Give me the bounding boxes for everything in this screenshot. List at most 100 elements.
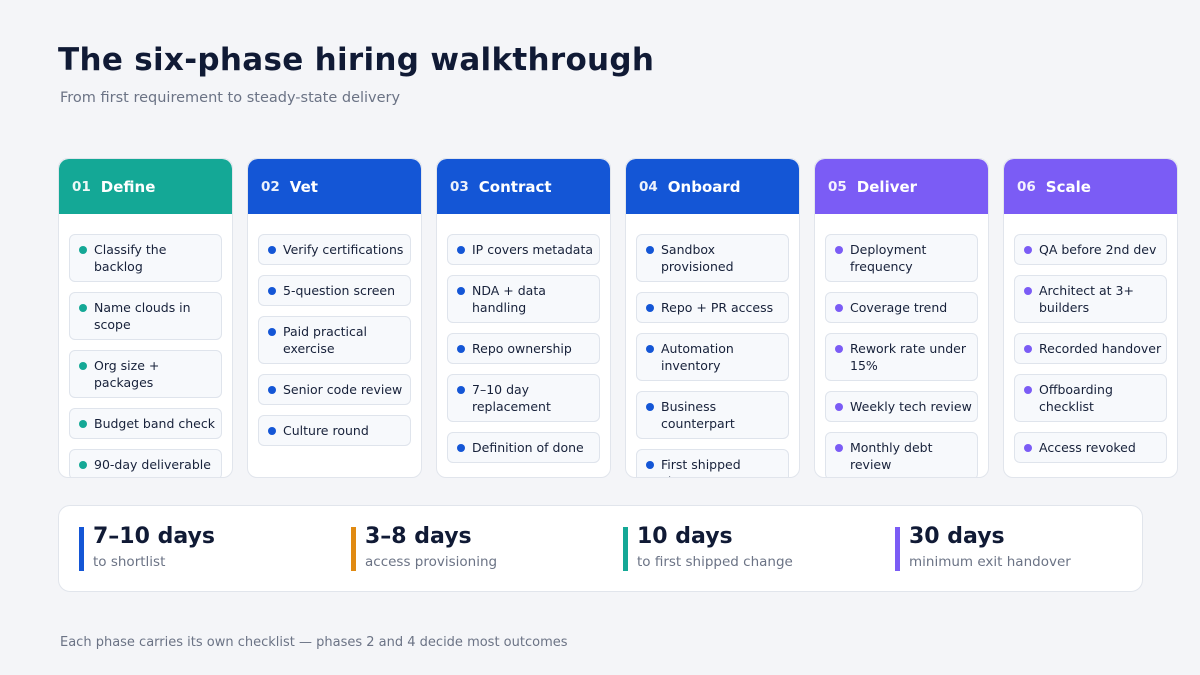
phase-card-scale: 06 Scale QA before 2nd dev Architect at 3+ … <box>1003 158 1178 478</box>
phase-checklist: Classify the backlog Name clouds in scope… <box>59 214 232 477</box>
bullet-dot-icon <box>457 287 465 295</box>
bullet-dot-icon <box>79 461 87 469</box>
checklist-item: 5-question screen <box>258 275 411 306</box>
checklist-item-label: 7–10 day replacement <box>472 382 551 414</box>
checklist-item-label: Budget band check <box>94 416 215 431</box>
phase-card-contract: 03 Contract IP covers metadata NDA + data h… <box>436 158 611 478</box>
checklist-item: QA before 2nd dev <box>1014 234 1167 265</box>
checklist-item: Access revoked <box>1014 432 1167 463</box>
phase-number: 06 <box>1017 178 1036 195</box>
phase-header: 04 Onboard <box>626 159 799 214</box>
phase-checklist: Deployment frequency Coverage trend Rework… <box>815 214 988 477</box>
checklist-item: Offboarding checklist <box>1014 374 1167 422</box>
checklist-item-label: Recorded handover <box>1039 341 1162 356</box>
bullet-dot-icon <box>457 246 465 254</box>
checklist-item: Repo ownership <box>447 333 600 364</box>
bullet-dot-icon <box>268 287 276 295</box>
phase-number: 01 <box>72 178 91 195</box>
checklist-item-label: Paid practical exercise <box>283 324 368 356</box>
bullet-dot-icon <box>1024 246 1032 254</box>
stat-label: to shortlist <box>93 554 166 570</box>
checklist-item: Automation inventory <box>636 333 789 381</box>
checklist-item: Monthly debt review <box>825 432 978 477</box>
checklist-item-label: First shipped change <box>661 457 741 477</box>
footer-note: Each phase carries its own checklist — p… <box>60 635 568 650</box>
bullet-dot-icon <box>835 403 843 411</box>
phase-name: Vet <box>289 177 318 196</box>
checklist-item: Coverage trend <box>825 292 978 323</box>
checklist-item-label: Senior code review <box>283 382 403 397</box>
checklist-item: Business counterpart <box>636 391 789 439</box>
checklist-item-label: Sandbox provisioned <box>661 242 734 274</box>
bullet-dot-icon <box>646 345 654 353</box>
checklist-item-label: Automation inventory <box>661 341 734 373</box>
phase-checklist: IP covers metadata NDA + data handling Rep… <box>437 214 610 463</box>
checklist-item-label: QA before 2nd dev <box>1039 242 1157 257</box>
checklist-item: Paid practical exercise <box>258 316 411 364</box>
phase-header: 02 Vet <box>248 159 421 214</box>
checklist-item-label: Rework rate under 15% <box>850 341 967 373</box>
checklist-item-label: Name clouds in scope <box>94 300 191 332</box>
bullet-dot-icon <box>1024 386 1032 394</box>
bullet-dot-icon <box>79 246 87 254</box>
phase-card-deliver: 05 Deliver Deployment frequency Coverage tr… <box>814 158 989 478</box>
checklist-item-label: Business counterpart <box>661 399 735 431</box>
bullet-dot-icon <box>268 427 276 435</box>
phase-number: 03 <box>450 178 469 195</box>
checklist-item-label: Repo ownership <box>472 341 572 356</box>
checklist-item: Deployment frequency <box>825 234 978 282</box>
checklist-item-label: Verify certifications <box>283 242 404 257</box>
checklist-item: 7–10 day replacement <box>447 374 600 422</box>
stat-label: minimum exit handover <box>909 554 1071 570</box>
checklist-item: Weekly tech review <box>825 391 978 422</box>
checklist-item-label: Offboarding checklist <box>1039 382 1113 414</box>
bullet-dot-icon <box>268 246 276 254</box>
bullet-dot-icon <box>835 444 843 452</box>
stat-value: 7–10 days <box>93 524 215 549</box>
phase-card-vet: 02 Vet Verify certifications 5-question scr… <box>247 158 422 478</box>
checklist-item-label: IP covers metadata <box>472 242 594 257</box>
bullet-dot-icon <box>835 345 843 353</box>
bullet-dot-icon <box>79 304 87 312</box>
checklist-item-label: Culture round <box>283 423 369 438</box>
bullet-dot-icon <box>79 362 87 370</box>
checklist-item: Repo + PR access <box>636 292 789 323</box>
checklist-item-label: Monthly debt review <box>850 440 933 472</box>
bullet-dot-icon <box>1024 287 1032 295</box>
stat-value: 3–8 days <box>365 524 472 549</box>
stat-value: 10 days <box>637 524 733 549</box>
phase-name: Onboard <box>667 177 741 196</box>
page-subtitle: From first requirement to steady-state d… <box>60 90 401 106</box>
phase-number: 04 <box>639 178 658 195</box>
stat-label: access provisioning <box>365 554 498 570</box>
checklist-item: Verify certifications <box>258 234 411 265</box>
checklist-item-label: Weekly tech review <box>850 399 972 414</box>
phase-name: Deliver <box>856 177 918 196</box>
bullet-dot-icon <box>457 444 465 452</box>
stat-item: 30 days minimum exit handover <box>895 525 1071 571</box>
checklist-item: Name clouds in scope <box>69 292 222 340</box>
phase-columns: 01 Define Classify the backlog Name clouds … <box>58 158 1178 478</box>
stat-label: to first shipped change <box>637 554 793 570</box>
phase-name: Scale <box>1045 177 1091 196</box>
phase-checklist: Sandbox provisioned Repo + PR access Autom… <box>626 214 799 477</box>
checklist-item-label: Repo + PR access <box>661 300 774 315</box>
page-title: The six-phase hiring walkthrough <box>58 42 655 78</box>
phase-header: 03 Contract <box>437 159 610 214</box>
phase-card-onboard: 04 Onboard Sandbox provisioned Repo + PR ac… <box>625 158 800 478</box>
bullet-dot-icon <box>646 461 654 469</box>
phase-number: 02 <box>261 178 280 195</box>
bullet-dot-icon <box>1024 444 1032 452</box>
checklist-item: Classify the backlog <box>69 234 222 282</box>
stats-panel: 7–10 days to shortlist 3–8 days access prov… <box>58 505 1143 592</box>
bullet-dot-icon <box>1024 345 1032 353</box>
checklist-item: NDA + data handling <box>447 275 600 323</box>
stat-item: 3–8 days access provisioning <box>351 524 498 571</box>
checklist-item-label: Architect at 3+ builders <box>1039 283 1134 315</box>
checklist-item: First shipped change <box>636 449 789 477</box>
checklist-item: Architect at 3+ builders <box>1014 275 1167 323</box>
checklist-item-label: Coverage trend <box>850 300 948 315</box>
checklist-item: IP covers metadata <box>447 234 600 265</box>
checklist-item: Org size + packages <box>69 350 222 398</box>
phase-name: Define <box>100 177 156 196</box>
